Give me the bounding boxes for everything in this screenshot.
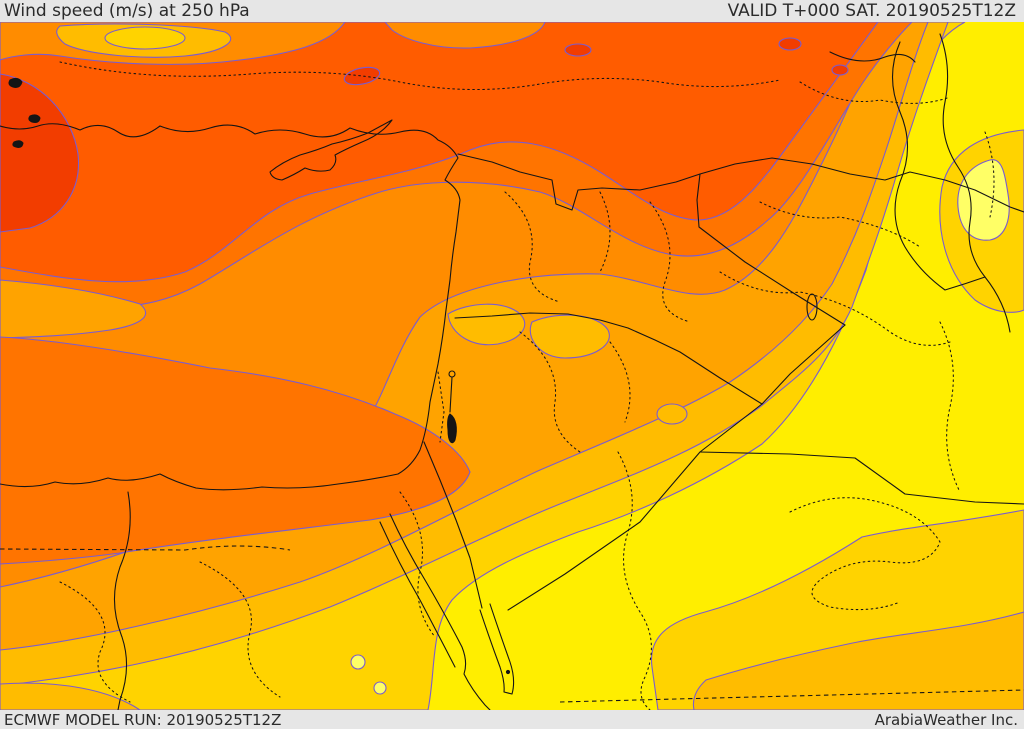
band-amber-patch-2 [529,314,610,359]
admin-dotted-turkey-east [799,81,951,104]
admin-dashed-bottom [559,689,1024,703]
dead-sea [447,413,457,444]
admin-dotted-jordan-1 [519,331,581,453]
syria-iraq-border [696,173,846,326]
band-egypt-dark-tongue [0,336,471,565]
band-red-orange [0,22,879,283]
gulf-of-suez [389,513,491,710]
admin-dotted-jordan-2 [609,341,631,423]
band-turkey-top-pocket2 [384,22,546,49]
mediterranean-coastline [0,123,461,491]
model-run-label: ECMWF MODEL RUN: 20190525T12Z [4,710,282,729]
header-bar: Wind speed (m/s) at 250 hPa VALID T+000 … [0,0,1024,22]
admin-dotted-iran-edge [939,131,995,493]
admin-dotted-egypt-1 [59,581,131,703]
aegean-island-3 [12,140,24,148]
iraq-saudi-border [699,451,1024,505]
gulf-of-aqaba-west-shore [479,609,513,695]
band-amber-southwest [0,682,141,710]
band-pale-spot-2 [373,681,387,695]
aegean-island-2 [28,114,41,123]
tiran-island [505,669,511,675]
aegean-island-1 [8,77,23,88]
admin-dotted-iraq-1 [759,201,921,248]
lake-tharthar [806,293,818,321]
band-red-core-3 [778,37,802,51]
jordan-river [449,376,453,413]
nile-river [113,491,131,710]
band-amber-patch-3 [656,403,688,425]
weather-map [0,22,1024,710]
cyprus-island [269,119,393,181]
gulf-of-aqaba-east-shore [489,603,515,695]
band-red-core-1 [343,66,381,86]
admin-dotted-syria-3 [649,201,691,323]
admin-dotted-sinai [399,491,436,638]
ataturk-lake [829,51,916,63]
syria-jordan-border [454,312,763,405]
gulf-of-suez-west-shore [379,521,456,668]
band-turkey-gold-core [104,26,186,50]
admin-dotted-israel [437,371,445,443]
band-red-core-2 [564,43,592,57]
footer-bar: ECMWF MODEL RUN: 20190525T12Z ArabiaWeat… [0,710,1024,729]
attribution-label: ArabiaWeather Inc. [874,710,1018,729]
tigris-river [939,33,1011,333]
band-red-core-4 [831,64,849,76]
admin-dashed-egypt [0,545,291,551]
band-amber-southeast [692,611,1024,710]
valid-time-label: VALID T+000 SAT. 20190525T12Z [727,1,1016,21]
admin-dotted-saudi-vertical [617,451,652,710]
band-west-wedge-light [0,279,146,339]
page-title: Wind speed (m/s) at 250 hPa [4,1,250,21]
admin-dotted-syria-2 [599,191,611,273]
band-red-core-west [0,73,80,233]
egypt-israel-border [423,441,483,609]
band-pale-spot-1 [350,654,366,670]
